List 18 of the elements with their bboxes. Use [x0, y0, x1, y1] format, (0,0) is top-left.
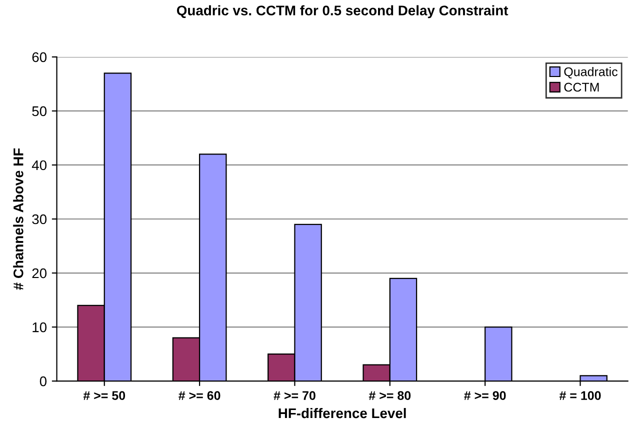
y-axis-title: # Channels Above HF: [13, 148, 24, 290]
x-tick-label: # >= 80: [368, 391, 411, 400]
y-tick-label: 60: [32, 52, 47, 62]
x-tick-label: # >= 50: [83, 391, 126, 400]
legend-label: Quadratic: [564, 67, 618, 78]
y-tick-label: 40: [32, 160, 47, 170]
x-tick-label: # >= 70: [274, 391, 316, 400]
x-tick-label: # >= 60: [178, 391, 220, 400]
y-tick-label: 0: [40, 376, 47, 386]
x-axis-title: HF-difference Level: [278, 408, 406, 418]
x-tick-label: # = 100: [559, 391, 601, 400]
x-tick-label: # >= 90: [464, 391, 506, 400]
y-tick-label: 30: [32, 214, 47, 224]
y-tick-label: 50: [32, 106, 47, 116]
chart-title: Quadric vs. CCTM for 0.5 second Delay Constraint: [176, 5, 508, 18]
y-tick-label: 20: [32, 268, 47, 278]
y-tick-label: 10: [32, 322, 47, 332]
legend-label: CCTM: [564, 82, 599, 92]
